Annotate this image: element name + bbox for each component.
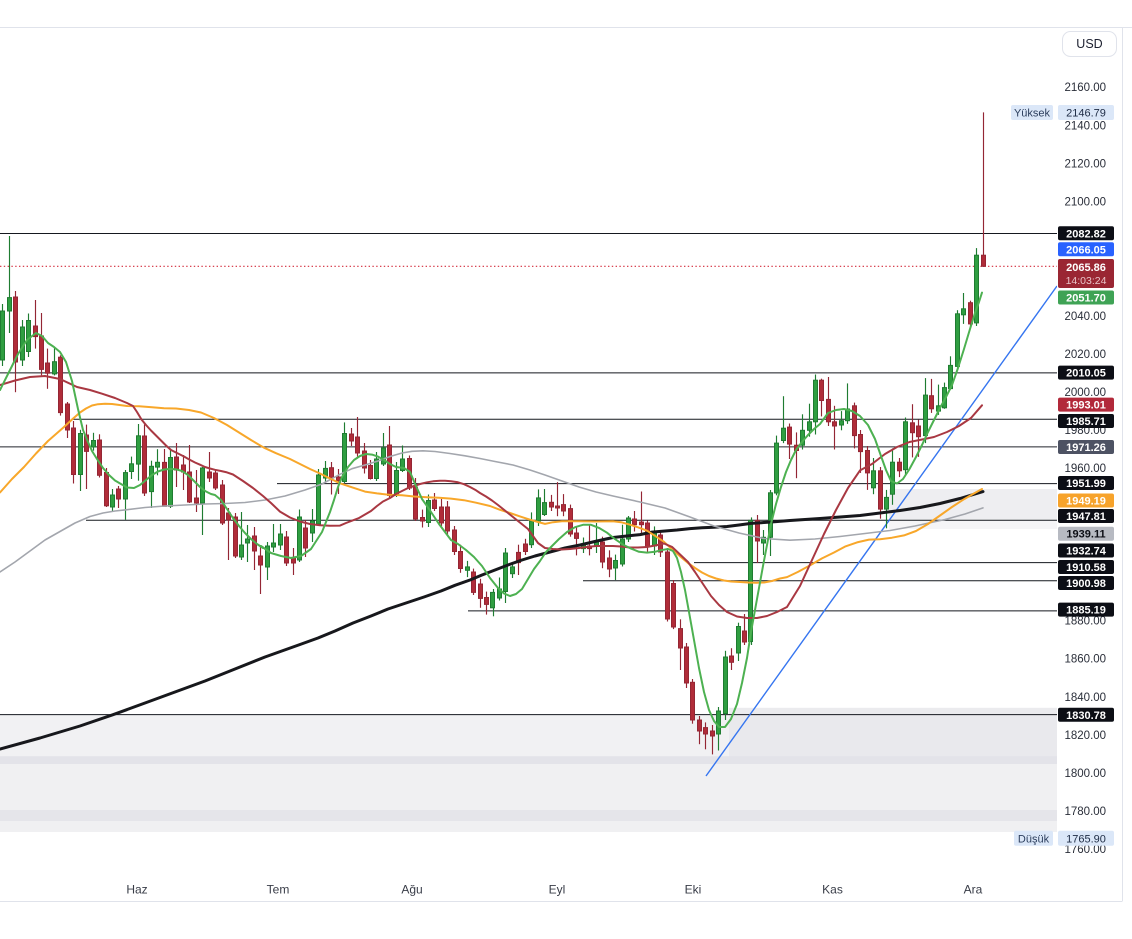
svg-text:Ara: Ara	[964, 883, 983, 897]
svg-text:1800.00: 1800.00	[1065, 768, 1107, 780]
svg-text:1932.74: 1932.74	[1066, 546, 1107, 558]
svg-text:Ağu: Ağu	[401, 883, 422, 897]
svg-text:1949.19: 1949.19	[1066, 496, 1106, 508]
svg-text:2160.00: 2160.00	[1065, 82, 1107, 94]
svg-text:Eki: Eki	[685, 883, 702, 897]
svg-text:1900.98: 1900.98	[1066, 578, 1106, 590]
svg-text:2010.05: 2010.05	[1066, 368, 1106, 380]
svg-text:2082.82: 2082.82	[1066, 228, 1106, 240]
svg-text:1840.00: 1840.00	[1065, 692, 1107, 704]
svg-text:2066.05: 2066.05	[1066, 244, 1106, 256]
svg-text:1985.71: 1985.71	[1066, 416, 1106, 428]
svg-text:2000.00: 2000.00	[1065, 387, 1107, 399]
svg-text:2020.00: 2020.00	[1065, 349, 1107, 361]
svg-text:1971.26: 1971.26	[1066, 442, 1106, 454]
svg-text:1951.99: 1951.99	[1066, 478, 1106, 490]
svg-text:Düşük: Düşük	[1018, 833, 1050, 845]
svg-text:2146.79: 2146.79	[1066, 108, 1106, 120]
svg-text:2051.70: 2051.70	[1066, 293, 1106, 305]
svg-text:2065.86: 2065.86	[1066, 262, 1106, 274]
svg-text:Kas: Kas	[822, 883, 843, 897]
svg-text:1960.00: 1960.00	[1065, 463, 1107, 475]
svg-text:USD: USD	[1076, 37, 1102, 51]
svg-text:14:03:24: 14:03:24	[1066, 275, 1107, 287]
svg-text:Tem: Tem	[267, 883, 290, 897]
svg-text:1780.00: 1780.00	[1065, 806, 1107, 818]
svg-text:1910.58: 1910.58	[1066, 562, 1106, 574]
svg-text:2100.00: 2100.00	[1065, 197, 1107, 209]
svg-text:1820.00: 1820.00	[1065, 730, 1107, 742]
svg-text:1760.00: 1760.00	[1065, 844, 1107, 856]
svg-text:Eyl: Eyl	[549, 883, 566, 897]
svg-text:1980.00: 1980.00	[1065, 425, 1107, 437]
svg-text:2040.00: 2040.00	[1065, 311, 1107, 323]
svg-text:1860.00: 1860.00	[1065, 654, 1107, 666]
svg-text:1765.90: 1765.90	[1066, 833, 1106, 845]
svg-text:1993.01: 1993.01	[1066, 400, 1106, 412]
svg-text:1947.81: 1947.81	[1066, 511, 1106, 523]
svg-text:1880.00: 1880.00	[1065, 616, 1107, 628]
svg-text:2120.00: 2120.00	[1065, 158, 1107, 170]
svg-text:1885.19: 1885.19	[1066, 605, 1106, 617]
svg-text:1939.11: 1939.11	[1066, 529, 1105, 541]
svg-text:Haz: Haz	[126, 883, 147, 897]
svg-text:Yüksek: Yüksek	[1014, 108, 1051, 120]
svg-text:1830.78: 1830.78	[1066, 710, 1106, 722]
svg-text:2140.00: 2140.00	[1065, 120, 1107, 132]
